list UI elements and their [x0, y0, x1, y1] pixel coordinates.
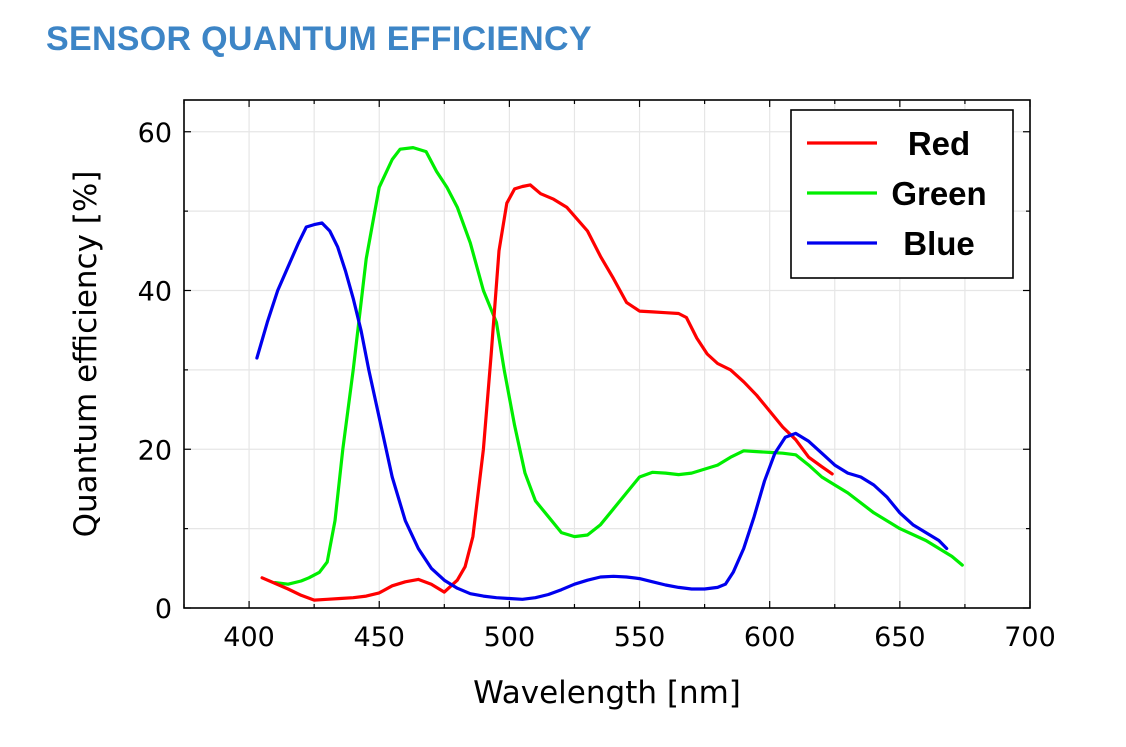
- x-tick-label: 600: [744, 622, 796, 653]
- x-tick-label: 650: [874, 622, 926, 653]
- ticks: 400 450 500 550 600 650 700 0 20 40 60: [138, 100, 1056, 653]
- page-title: SENSOR QUANTUM EFFICIENCY: [46, 20, 592, 58]
- series-line-red: [260, 183, 834, 602]
- x-tick-label: 400: [223, 622, 275, 653]
- series-layer: [255, 146, 964, 602]
- legend-label-green: Green: [891, 175, 986, 212]
- x-tick-label: 550: [614, 622, 666, 653]
- legend-label-blue: Blue: [903, 225, 975, 262]
- y-axis-label: Quantum efficiency [%]: [68, 171, 104, 538]
- x-tick-label: 450: [353, 622, 405, 653]
- x-axis-label: Wavelength [nm]: [473, 675, 741, 711]
- plot-frame: [183, 99, 1031, 609]
- y-tick-label: 60: [138, 118, 172, 149]
- legend: Red Green Blue: [790, 109, 1014, 279]
- y-tick-label: 0: [155, 594, 172, 625]
- series-line-blue: [255, 221, 949, 601]
- y-tick-label: 40: [138, 277, 172, 308]
- x-tick-label: 700: [1004, 622, 1056, 653]
- series-line-green: [273, 146, 964, 586]
- y-tick-label: 20: [138, 435, 172, 466]
- x-tick-label: 500: [484, 622, 536, 653]
- legend-label-red: Red: [908, 125, 970, 162]
